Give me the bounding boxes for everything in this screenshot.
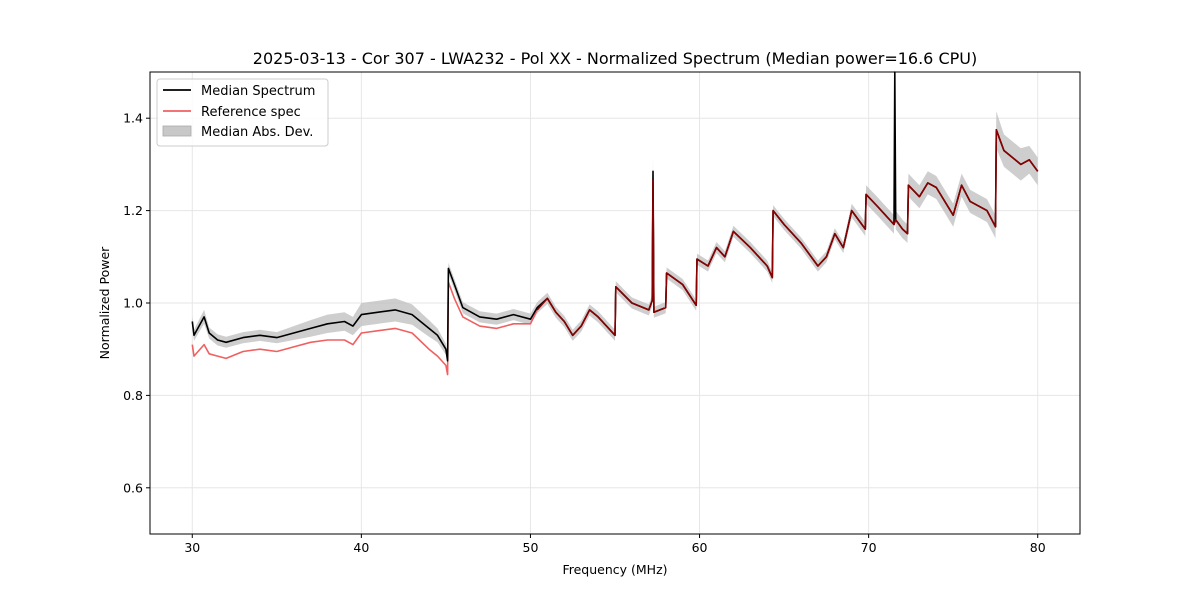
series-layer [191,71,1039,376]
y-tick-label: 1.4 [123,111,143,126]
legend: Median Spectrum Reference spec Median Ab… [156,78,329,147]
legend-mad-label: Median Abs. Dev. [201,125,313,140]
x-tick-label: 30 [184,540,200,555]
y-tick-label: 1.2 [123,203,143,218]
x-tick-label: 80 [1030,540,1046,555]
y-axis-label: Normalized Power [97,246,112,360]
x-axis: 30 40 50 60 70 80 [184,534,1046,555]
x-tick-label: 40 [353,540,369,555]
grid [150,72,1080,534]
chart-title: 2025-03-13 - Cor 307 - LWA232 - Pol XX -… [253,49,977,68]
y-tick-label: 0.6 [123,480,143,495]
y-axis: 0.6 0.8 1.0 1.2 1.4 [123,111,150,495]
legend-mad-swatch [162,125,192,137]
y-tick-label: 1.0 [123,296,143,311]
x-axis-label: Frequency (MHz) [562,562,667,577]
legend-median-label: Median Spectrum [201,84,315,99]
legend-reference-label: Reference spec [201,105,301,120]
x-tick-label: 50 [523,540,539,555]
legend-box [156,78,329,147]
x-tick-label: 70 [861,540,877,555]
x-tick-label: 60 [692,540,708,555]
overlap-line [536,129,1039,337]
y-tick-label: 0.8 [123,388,143,403]
